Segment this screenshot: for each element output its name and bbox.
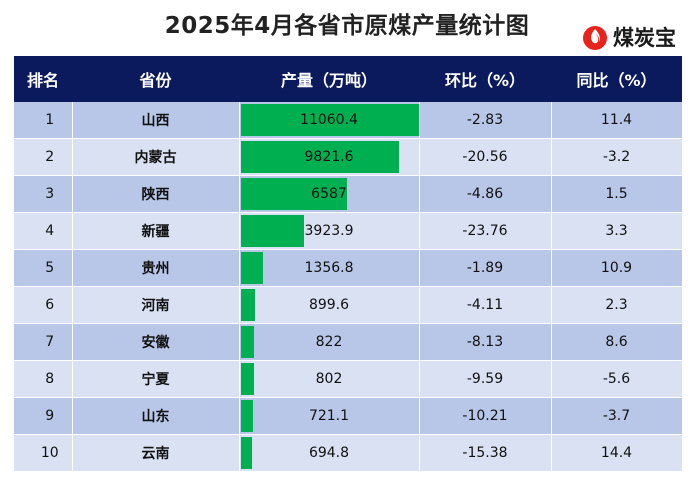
output-value-label: 694.8 bbox=[308, 445, 350, 461]
mom-cell: -4.11 bbox=[419, 286, 552, 324]
output-cell: 3923.9 bbox=[239, 212, 420, 250]
output-value-label: 6587 bbox=[311, 186, 347, 202]
rank-cell: 8 bbox=[14, 360, 73, 398]
yoy-cell: 8.6 bbox=[551, 323, 683, 361]
rank-cell: 10 bbox=[14, 434, 73, 472]
province-cell: 内蒙古 bbox=[72, 138, 240, 176]
table-row: 7 安徽 822 -8.13 8.6 bbox=[14, 323, 683, 361]
output-value-label: 822 bbox=[315, 334, 343, 350]
yoy-cell: -3.2 bbox=[551, 138, 683, 176]
output-cell: 6587 bbox=[239, 175, 420, 213]
header-rank: 排名 bbox=[14, 56, 72, 102]
province-cell: 山东 bbox=[72, 397, 240, 435]
province-cell: 陕西 bbox=[72, 175, 240, 213]
yoy-cell: 3.3 bbox=[551, 212, 683, 250]
yoy-cell: -3.7 bbox=[551, 397, 683, 435]
output-bar bbox=[240, 437, 252, 469]
table-row: 9 山东 721.1 -10.21 -3.7 bbox=[14, 397, 683, 435]
output-bar bbox=[240, 104, 419, 136]
brand-logo: 煤炭宝 bbox=[581, 22, 676, 52]
output-value-label: 802 bbox=[315, 371, 343, 387]
mom-cell: -8.13 bbox=[419, 323, 552, 361]
header-yoy: 同比（%） bbox=[551, 56, 682, 102]
output-bar bbox=[240, 141, 399, 173]
output-cell: 822 bbox=[239, 323, 420, 361]
output-value-label: 899.6 bbox=[308, 297, 350, 313]
output-bar bbox=[240, 215, 304, 247]
yoy-cell: 2.3 bbox=[551, 286, 683, 324]
yoy-cell: 11.4 bbox=[551, 102, 683, 139]
brand-name: 煤炭宝 bbox=[613, 26, 676, 50]
table-row: 1 山西 11060.4 -2.83 11.4 bbox=[14, 102, 683, 139]
output-value-label: 3923.9 bbox=[304, 223, 354, 239]
output-bar bbox=[240, 252, 263, 284]
table-body: 1 山西 11060.4 -2.83 11.4 2 内蒙古 9821.6 -20.56 -3.2 3… bbox=[14, 102, 683, 472]
header-output: 产量（万吨） bbox=[239, 56, 419, 102]
rank-cell: 5 bbox=[14, 249, 73, 287]
output-cell: 694.8 bbox=[239, 434, 420, 472]
mom-cell: -2.83 bbox=[419, 102, 552, 139]
table-row: 3 陕西 6587 -4.86 1.5 bbox=[14, 175, 683, 213]
yoy-cell: 1.5 bbox=[551, 175, 683, 213]
province-cell: 新疆 bbox=[72, 212, 240, 250]
rank-cell: 7 bbox=[14, 323, 73, 361]
mom-cell: -1.89 bbox=[419, 249, 552, 287]
province-cell: 山西 bbox=[72, 102, 240, 139]
rank-cell: 2 bbox=[14, 138, 73, 176]
province-cell: 贵州 bbox=[72, 249, 240, 287]
chart-title: 2025年4月各省市原煤产量统计图 bbox=[164, 13, 530, 39]
rank-cell: 9 bbox=[14, 397, 73, 435]
province-cell: 宁夏 bbox=[72, 360, 240, 398]
mom-cell: -9.59 bbox=[419, 360, 552, 398]
mom-cell: -20.56 bbox=[419, 138, 552, 176]
output-value-label: 11060.4 bbox=[300, 112, 358, 128]
output-value-label: 9821.6 bbox=[304, 149, 354, 165]
table-row: 10 云南 694.8 -15.38 14.4 bbox=[14, 434, 683, 472]
table-row: 2 内蒙古 9821.6 -20.56 -3.2 bbox=[14, 138, 683, 176]
output-cell: 899.6 bbox=[239, 286, 420, 324]
yoy-cell: -5.6 bbox=[551, 360, 683, 398]
table-row: 8 宁夏 802 -9.59 -5.6 bbox=[14, 360, 683, 398]
mom-cell: -10.21 bbox=[419, 397, 552, 435]
output-cell: 9821.6 bbox=[239, 138, 420, 176]
output-cell: 721.1 bbox=[239, 397, 420, 435]
output-cell: 11060.4 bbox=[239, 102, 420, 139]
header-province: 省份 bbox=[72, 56, 239, 102]
output-value-label: 1356.8 bbox=[304, 260, 354, 276]
output-bar bbox=[240, 326, 254, 358]
output-cell: 1356.8 bbox=[239, 249, 420, 287]
province-cell: 云南 bbox=[72, 434, 240, 472]
table-row: 6 河南 899.6 -4.11 2.3 bbox=[14, 286, 683, 324]
ranking-table: 排名 省份 产量（万吨） 环比（%） 同比（%） 1 山西 11060.4 -2.83… bbox=[14, 56, 683, 472]
table-header-row: 排名 省份 产量（万吨） 环比（%） 同比（%） bbox=[14, 56, 682, 102]
mom-cell: -15.38 bbox=[419, 434, 552, 472]
brand-flame-icon bbox=[583, 26, 607, 50]
output-bar bbox=[240, 400, 253, 432]
rank-cell: 6 bbox=[14, 286, 73, 324]
mom-cell: -4.86 bbox=[419, 175, 552, 213]
output-bar bbox=[240, 178, 347, 210]
yoy-cell: 14.4 bbox=[551, 434, 683, 472]
yoy-cell: 10.9 bbox=[551, 249, 683, 287]
table-row: 4 新疆 3923.9 -23.76 3.3 bbox=[14, 212, 683, 250]
province-cell: 河南 bbox=[72, 286, 240, 324]
output-value-label: 721.1 bbox=[308, 408, 350, 424]
province-cell: 安徽 bbox=[72, 323, 240, 361]
rank-cell: 4 bbox=[14, 212, 73, 250]
output-bar bbox=[240, 363, 254, 395]
table-row: 5 贵州 1356.8 -1.89 10.9 bbox=[14, 249, 683, 287]
rank-cell: 3 bbox=[14, 175, 73, 213]
rank-cell: 1 bbox=[14, 102, 73, 139]
output-bar bbox=[240, 289, 255, 321]
mom-cell: -23.76 bbox=[419, 212, 552, 250]
header-mom: 环比（%） bbox=[419, 56, 551, 102]
output-cell: 802 bbox=[239, 360, 420, 398]
